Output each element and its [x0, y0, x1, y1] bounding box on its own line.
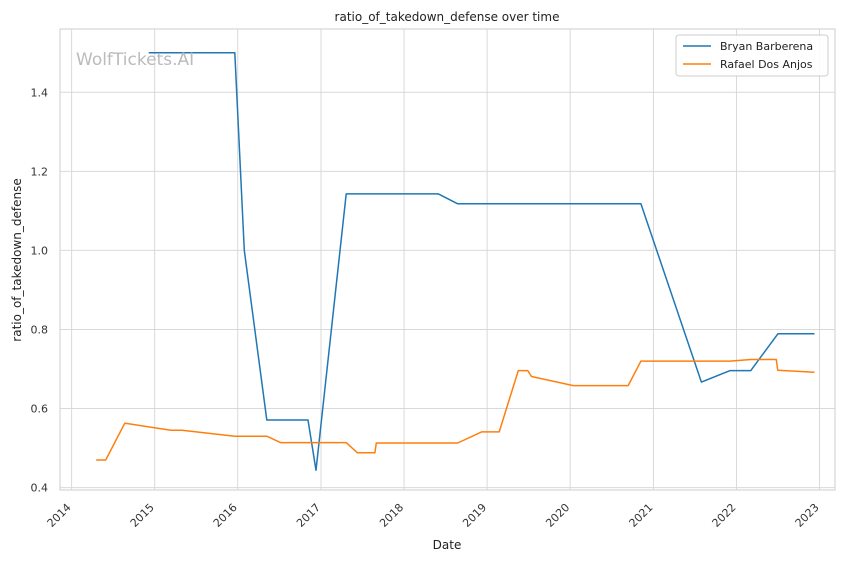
y-tick-label: 1.0: [31, 244, 49, 257]
x-axis-title: Date: [433, 538, 462, 552]
watermark: WolfTickets.AI: [76, 50, 194, 70]
y-tick-label: 0.4: [31, 482, 49, 495]
legend-label: Rafael Dos Anjos: [720, 58, 813, 71]
y-tick-label: 1.2: [31, 165, 49, 178]
legend-label: Bryan Barberena: [720, 40, 813, 53]
series-line-bryan-barberena: [148, 51, 815, 471]
y-tick-label: 0.8: [31, 323, 49, 336]
y-tick-label: 1.4: [31, 86, 49, 99]
legend: Bryan Barberena Rafael Dos Anjos: [675, 34, 829, 77]
chart-title: ratio_of_takedown_defense over time: [335, 10, 560, 24]
plot-area: [59, 28, 836, 491]
y-axis-title: ratio_of_takedown_defense: [10, 178, 24, 341]
series-line-rafael-dos-anjos: [96, 358, 815, 461]
legend-box: [675, 34, 829, 77]
y-tick-label: 0.6: [31, 403, 49, 416]
series-lines: [96, 51, 815, 471]
